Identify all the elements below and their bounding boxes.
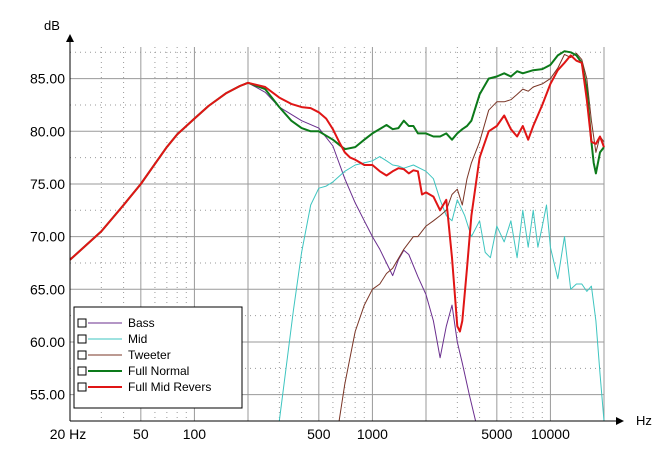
x-tick-label: 5000 — [481, 426, 512, 442]
x-tick-label: 100 — [183, 426, 207, 442]
y-tick-label: 75.00 — [30, 176, 65, 192]
legend-checkbox-full-normal[interactable] — [77, 366, 87, 376]
y-axis-label: dB — [44, 18, 60, 33]
series-layer — [69, 50, 605, 422]
y-tick-label: 65.00 — [30, 281, 65, 297]
x-axis-arrow — [616, 417, 624, 425]
x-tick-label: 10000 — [531, 426, 570, 442]
legend-label-full-normal: Full Normal — [128, 364, 189, 378]
ticks: 55.00 60.00 65.00 70.00 75.00 80.00 85.00 20 Hz… — [30, 71, 570, 442]
y-tick-label: 55.00 — [30, 387, 65, 403]
axes — [66, 34, 624, 425]
x-axis-label: Hz — [636, 413, 652, 428]
legend: Bass Mid Tweeter Full Normal Full Mid Revers — [73, 306, 243, 409]
legend-checkbox-tweeter[interactable] — [77, 350, 87, 360]
y-tick-label: 60.00 — [30, 334, 65, 350]
y-axis-arrow — [66, 34, 74, 42]
x-tick-label: 1000 — [357, 426, 388, 442]
legend-checkbox-full-mid-revers[interactable] — [77, 382, 87, 392]
series-line-bass — [247, 82, 477, 422]
legend-label-tweeter: Tweeter — [128, 348, 171, 362]
legend-checkbox-bass[interactable] — [77, 318, 87, 328]
legend-label-bass: Bass — [128, 316, 155, 330]
series-line-full-mid-revers — [69, 54, 605, 333]
y-tick-label: 85.00 — [30, 71, 65, 87]
legend-label-mid: Mid — [128, 332, 147, 346]
legend-label-full-mid-revers: Full Mid Revers — [128, 380, 211, 394]
x-tick-label: 50 — [133, 426, 149, 442]
y-tick-label: 70.00 — [30, 229, 65, 245]
series-line-mid — [278, 156, 605, 422]
legend-box — [73, 306, 243, 409]
x-tick-label: 500 — [307, 426, 331, 442]
x-tick-label: 20 Hz — [50, 426, 87, 442]
y-tick-label: 80.00 — [30, 123, 65, 139]
legend-checkbox-mid[interactable] — [77, 334, 87, 344]
